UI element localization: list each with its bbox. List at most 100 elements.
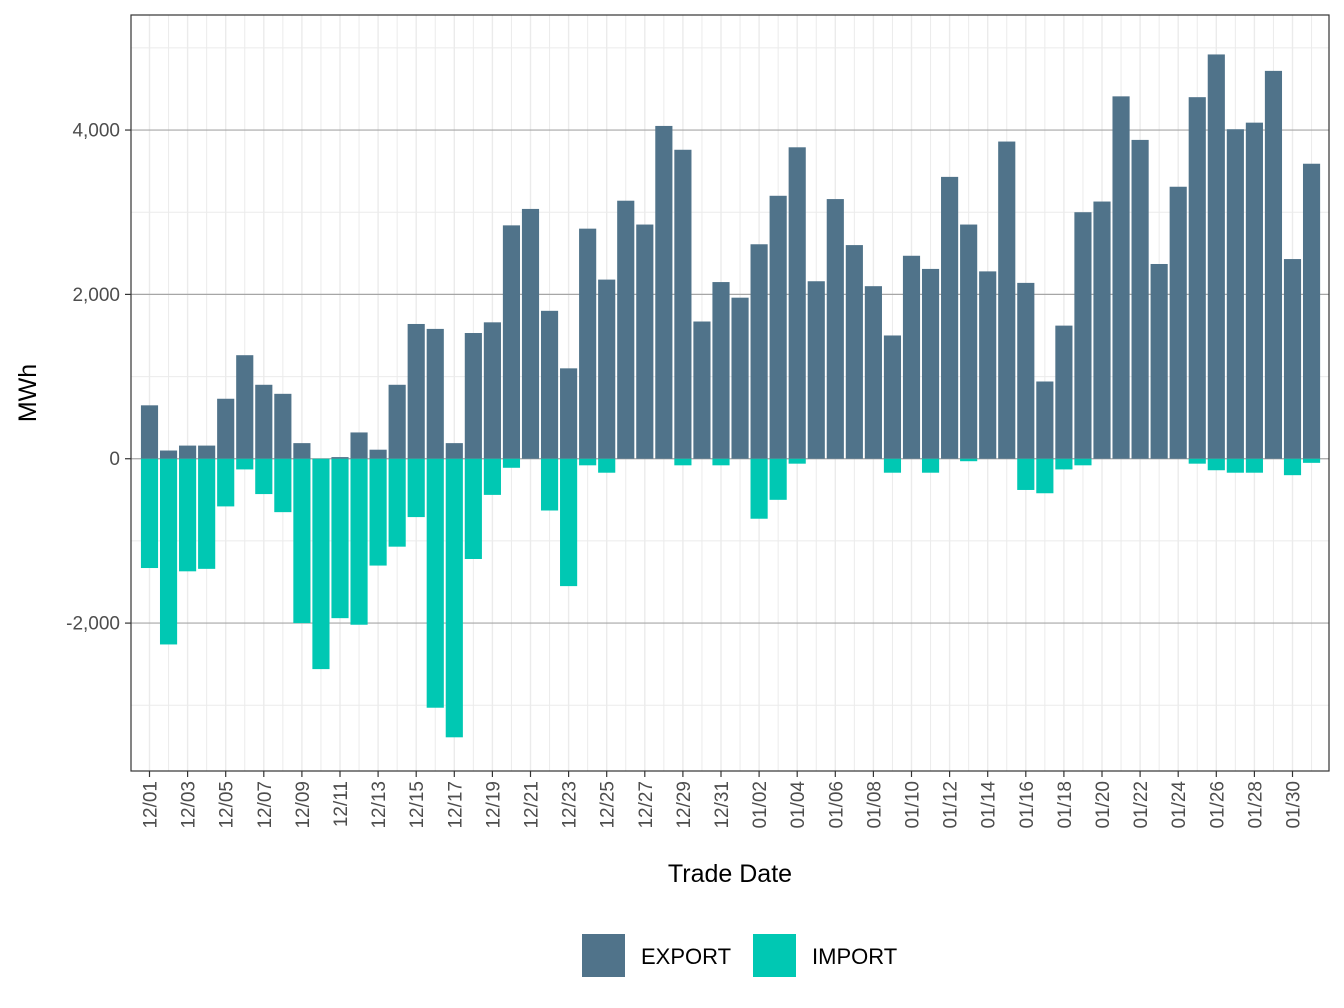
bar-export bbox=[388, 384, 406, 459]
bar-export bbox=[902, 255, 921, 459]
x-tick-label: 01/30 bbox=[1284, 781, 1305, 829]
bar-export bbox=[1302, 163, 1321, 459]
bar-export bbox=[369, 449, 387, 459]
bar-export bbox=[674, 149, 692, 459]
bar-export bbox=[445, 443, 463, 459]
bar-import bbox=[407, 458, 425, 518]
bar-export bbox=[1283, 259, 1302, 459]
x-tick-label: 01/16 bbox=[1017, 781, 1038, 829]
x-tick-label: 12/13 bbox=[369, 781, 390, 829]
bar-export bbox=[826, 199, 844, 459]
bar-export bbox=[1036, 381, 1054, 459]
x-tick-label: 01/28 bbox=[1245, 781, 1266, 829]
bar-export bbox=[560, 368, 578, 459]
x-tick-label: 01/12 bbox=[941, 781, 962, 829]
bar-import bbox=[502, 458, 521, 468]
bar-import bbox=[426, 458, 444, 708]
x-tick-label: 01/04 bbox=[788, 781, 809, 829]
bar-export bbox=[1245, 122, 1263, 459]
x-tick-label: 01/08 bbox=[864, 781, 885, 829]
bar-import bbox=[750, 458, 768, 519]
x-tick-label: 12/11 bbox=[331, 781, 352, 827]
bar-export bbox=[1150, 263, 1168, 459]
bar-export bbox=[731, 297, 749, 459]
y-tick-label: 2,000 bbox=[72, 285, 120, 306]
bar-import bbox=[140, 458, 159, 569]
bar-import bbox=[769, 458, 787, 500]
bar-export bbox=[921, 268, 940, 459]
legend-label-export: EXPORT bbox=[641, 944, 731, 969]
plot-background bbox=[131, 15, 1329, 771]
x-tick-label: 01/02 bbox=[750, 781, 771, 829]
bar-import bbox=[274, 458, 292, 513]
bar-export bbox=[198, 445, 216, 459]
x-tick-label: 12/15 bbox=[407, 781, 428, 829]
bar-export bbox=[693, 321, 711, 459]
y-tick-label: 0 bbox=[109, 449, 120, 470]
bar-import bbox=[198, 458, 216, 569]
bar-export bbox=[217, 398, 235, 459]
bar-export bbox=[1017, 282, 1035, 459]
bar-import bbox=[921, 458, 940, 473]
bar-import bbox=[883, 458, 902, 473]
x-axis-title: Trade Date bbox=[668, 860, 792, 888]
bar-export bbox=[483, 322, 501, 459]
x-tick-label: 01/06 bbox=[826, 781, 847, 829]
x-tick-label: 12/27 bbox=[636, 781, 657, 829]
legend: EXPORT IMPORT bbox=[582, 934, 897, 977]
bar-export bbox=[274, 393, 292, 459]
bar-import bbox=[483, 458, 501, 495]
bar-import bbox=[674, 458, 692, 466]
bar-export bbox=[426, 328, 444, 459]
bar-export bbox=[179, 445, 197, 459]
bar-export bbox=[1131, 139, 1149, 459]
bar-export bbox=[864, 286, 882, 459]
x-tick-label: 01/18 bbox=[1055, 781, 1076, 829]
x-tick-label: 12/19 bbox=[483, 781, 504, 829]
bar-export bbox=[1093, 201, 1111, 459]
bar-export bbox=[845, 245, 863, 459]
bar-import bbox=[598, 458, 616, 473]
x-tick-label: 12/07 bbox=[255, 781, 276, 829]
legend-label-import: IMPORT bbox=[812, 944, 897, 969]
bar-export bbox=[331, 457, 349, 459]
bar-import bbox=[445, 458, 463, 738]
bar-import bbox=[788, 458, 806, 464]
bar-export bbox=[1264, 70, 1283, 459]
bar-export bbox=[1169, 186, 1187, 459]
bar-export bbox=[407, 323, 425, 459]
bar-export bbox=[979, 271, 997, 459]
x-tick-label: 12/25 bbox=[598, 781, 619, 829]
bar-export bbox=[464, 333, 482, 459]
bar-import bbox=[293, 458, 311, 624]
bar-export bbox=[1207, 54, 1225, 459]
x-tick-label: 12/31 bbox=[712, 781, 733, 829]
x-tick-label: 01/14 bbox=[979, 781, 1000, 829]
bar-import bbox=[1207, 458, 1225, 471]
bar-import bbox=[1074, 458, 1092, 466]
bar-import bbox=[1302, 458, 1321, 463]
bar-export bbox=[521, 208, 540, 459]
bar-import bbox=[1188, 458, 1206, 464]
bar-export bbox=[788, 147, 806, 459]
bar-export bbox=[1055, 325, 1073, 459]
bar-export bbox=[598, 279, 616, 459]
bar-import bbox=[1036, 458, 1054, 494]
x-tick-label: 12/23 bbox=[560, 781, 581, 829]
x-tick-label: 12/01 bbox=[141, 781, 162, 829]
bar-import bbox=[236, 458, 254, 470]
bar-export bbox=[807, 281, 825, 459]
bar-export bbox=[350, 432, 368, 459]
bar-export bbox=[617, 200, 635, 459]
bar-export bbox=[502, 225, 521, 459]
x-axis: 12/01 12/03 12/05 12/07 12/09 12/11 12/13 12/15… bbox=[141, 771, 1305, 829]
legend-swatch-export bbox=[582, 934, 625, 977]
bar-export bbox=[140, 405, 159, 459]
y-tick-label: -2,000 bbox=[66, 614, 120, 635]
bar-import bbox=[560, 458, 578, 587]
bar-import bbox=[388, 458, 406, 547]
bar-import bbox=[579, 458, 597, 466]
bar-import bbox=[1226, 458, 1244, 473]
bar-import bbox=[312, 458, 330, 670]
bar-export bbox=[655, 125, 673, 459]
